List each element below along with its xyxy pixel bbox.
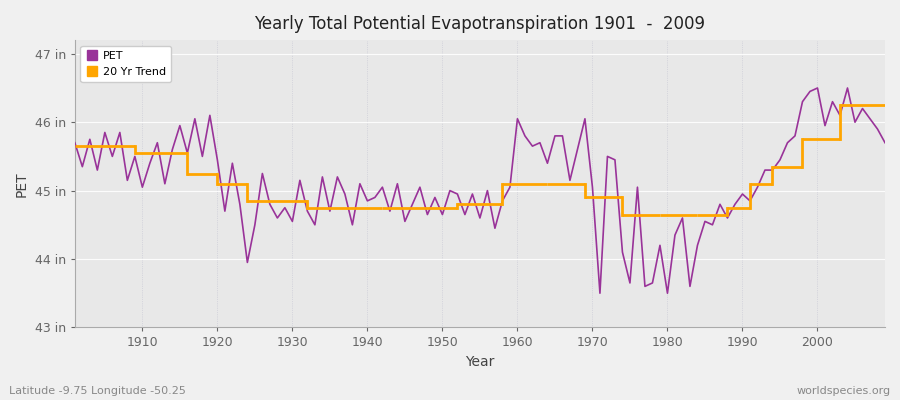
Title: Yearly Total Potential Evapotranspiration 1901  -  2009: Yearly Total Potential Evapotranspiratio…: [255, 15, 706, 33]
X-axis label: Year: Year: [465, 355, 495, 369]
Text: Latitude -9.75 Longitude -50.25: Latitude -9.75 Longitude -50.25: [9, 386, 186, 396]
Text: worldspecies.org: worldspecies.org: [796, 386, 891, 396]
Legend: PET, 20 Yr Trend: PET, 20 Yr Trend: [80, 46, 171, 82]
Y-axis label: PET: PET: [15, 171, 29, 196]
